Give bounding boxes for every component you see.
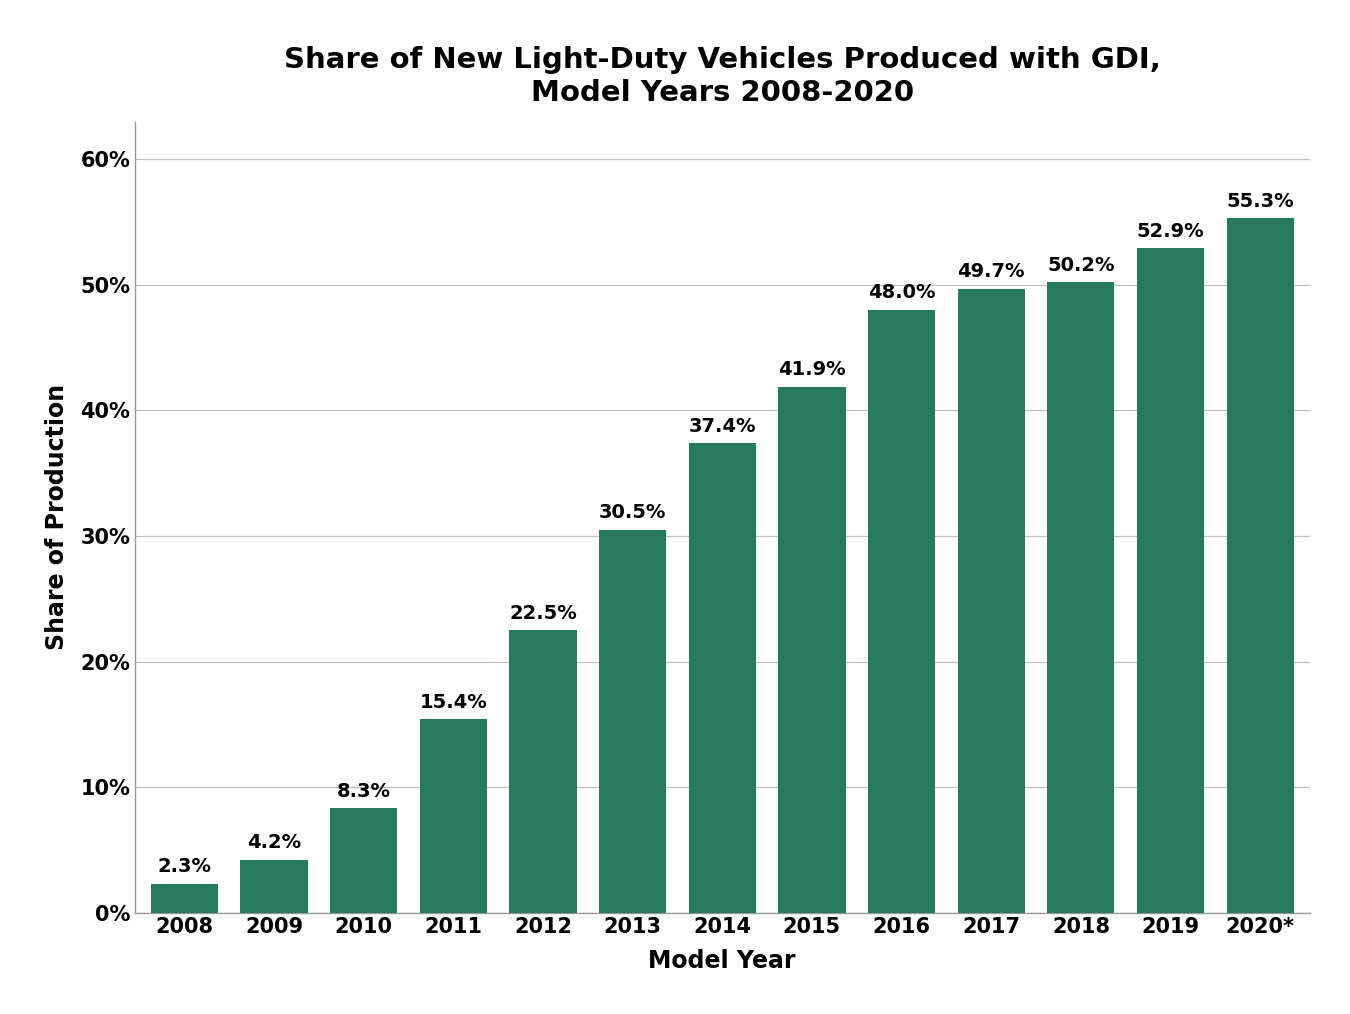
Bar — [420, 719, 487, 913]
Text: 52.9%: 52.9% — [1137, 222, 1204, 241]
Text: 30.5%: 30.5% — [599, 503, 667, 522]
Bar — [1137, 248, 1204, 913]
Bar — [779, 386, 845, 913]
Bar — [509, 630, 576, 913]
Bar — [1048, 282, 1115, 913]
Text: 41.9%: 41.9% — [778, 360, 845, 379]
Bar — [151, 884, 217, 913]
Text: 8.3%: 8.3% — [336, 782, 390, 801]
Bar — [688, 443, 756, 913]
Title: Share of New Light-Duty Vehicles Produced with GDI,
Model Years 2008-2020: Share of New Light-Duty Vehicles Produce… — [284, 47, 1161, 106]
Text: 49.7%: 49.7% — [957, 263, 1025, 281]
Text: 15.4%: 15.4% — [420, 693, 487, 712]
Bar — [329, 808, 397, 913]
Bar — [957, 289, 1025, 913]
Text: 4.2%: 4.2% — [247, 834, 301, 853]
Y-axis label: Share of Production: Share of Production — [45, 384, 69, 650]
Text: 2.3%: 2.3% — [158, 857, 212, 876]
Text: 48.0%: 48.0% — [868, 284, 936, 302]
Text: 55.3%: 55.3% — [1226, 192, 1295, 211]
X-axis label: Model Year: Model Year — [648, 948, 796, 972]
Bar — [599, 529, 666, 913]
Bar — [1227, 218, 1293, 913]
Text: 50.2%: 50.2% — [1048, 256, 1115, 275]
Bar — [868, 310, 936, 913]
Text: 37.4%: 37.4% — [688, 417, 756, 436]
Bar — [240, 860, 308, 913]
Text: 22.5%: 22.5% — [509, 603, 576, 623]
